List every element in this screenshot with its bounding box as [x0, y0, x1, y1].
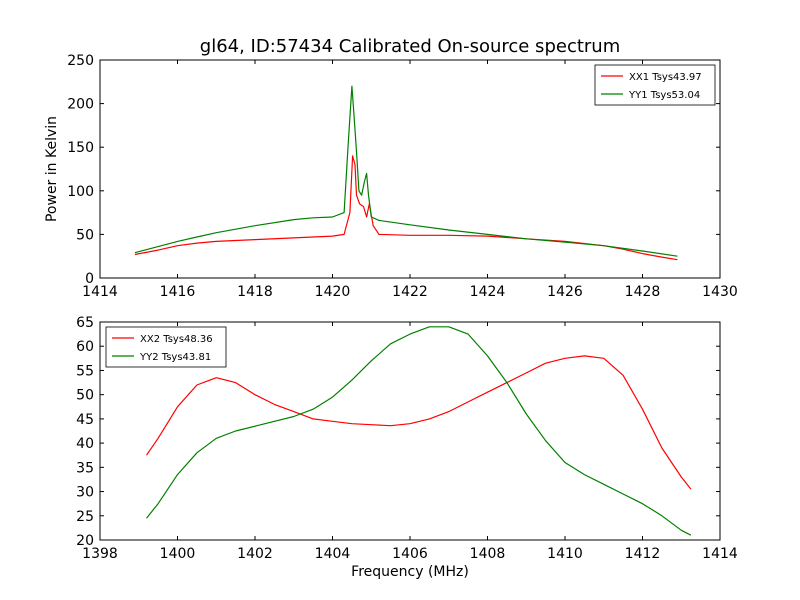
top-x-tick-label: 1422 [392, 284, 428, 300]
top-plot: 1414 1416 1418 1420 1422 1424 1426 1428 1430 0 50 1… [67, 53, 738, 300]
top-y-tick-label: 150 [67, 140, 94, 156]
bottom-y-tick-label: 35 [76, 460, 94, 476]
bottom-plot: 1398 1400 1402 1404 1406 1408 1410 1412 1414 20 25… [76, 315, 738, 562]
bottom-series-line-1 [146, 326, 692, 536]
bottom-x-tick-label: 1414 [702, 546, 738, 562]
bottom-y-tick-label: 30 [76, 485, 94, 501]
chart-title: gl64, ID:57434 Calibrated On-source spec… [200, 36, 620, 57]
top-x-tick-label: 1420 [315, 284, 351, 300]
bottom-x-tick-label: 1408 [470, 546, 506, 562]
bottom-x-tick-label: 1410 [547, 546, 583, 562]
bottom-y-tick-label: 50 [76, 388, 94, 404]
top-legend-box [594, 64, 716, 106]
bottom-x-tick-label: 1398 [82, 546, 118, 562]
bottom-x-tick-label: 1412 [625, 546, 661, 562]
top-x-tick-label: 1424 [470, 284, 506, 300]
top-x-tick-label: 1430 [702, 284, 738, 300]
bottom-y-tick-label: 55 [76, 363, 94, 379]
bottom-y-tick-label: 65 [76, 315, 94, 331]
top-legend: XX1 Tsys43.97 YY1 Tsys53.04 [594, 64, 716, 106]
top-x-tick-label: 1418 [237, 284, 273, 300]
top-y-tick-label: 250 [67, 53, 94, 69]
bottom-x-tick-label: 1402 [237, 546, 273, 562]
top-series-line-0 [134, 155, 678, 261]
top-x-tick-label: 1414 [82, 284, 118, 300]
top-series-line-1 [134, 85, 678, 257]
bottom-y-tick-label: 40 [76, 436, 94, 452]
bottom-x-tick-label: 1400 [160, 546, 196, 562]
bottom-legend: XX2 Tsys48.36 YY2 Tsys43.81 [105, 326, 227, 368]
bottom-x-tick-label: 1404 [315, 546, 351, 562]
top-x-tick-label: 1428 [625, 284, 661, 300]
bottom-series-line-0 [146, 355, 692, 490]
bottom-legend-box [105, 326, 227, 368]
top-x-tick-label: 1426 [547, 284, 583, 300]
bottom-legend-label: XX2 Tsys48.36 [140, 334, 213, 345]
top-y-tick-label: 100 [67, 184, 94, 200]
top-y-tick-label: 0 [85, 271, 94, 287]
top-legend-label: YY1 Tsys53.04 [628, 90, 700, 101]
bottom-legend-label: YY2 Tsys43.81 [139, 352, 211, 363]
bottom-y-tick-label: 60 [76, 339, 94, 355]
top-y-tick-label: 50 [76, 227, 94, 243]
bottom-y-tick-label: 45 [76, 412, 94, 428]
bottom-y-tick-label: 25 [76, 509, 94, 525]
top-legend-label: XX1 Tsys43.97 [629, 72, 702, 83]
bottom-y-tick-label: 20 [76, 533, 94, 549]
bottom-x-tick-label: 1406 [392, 546, 428, 562]
top-y-axis-label: Power in Kelvin [44, 116, 60, 222]
top-y-tick-label: 200 [67, 97, 94, 113]
bottom-x-axis-label: Frequency (MHz) [351, 564, 469, 580]
top-x-tick-label: 1416 [160, 284, 196, 300]
